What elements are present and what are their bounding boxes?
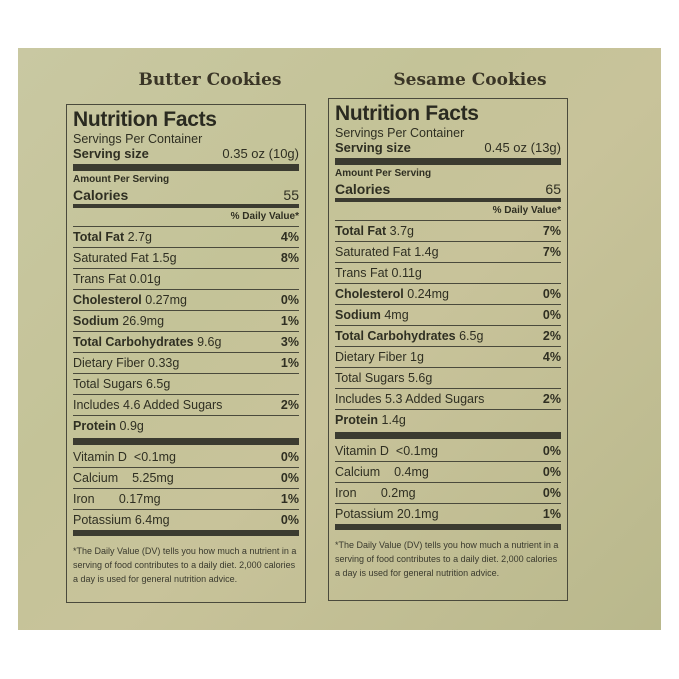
nutrient-row: Protein 0.9g	[73, 419, 144, 433]
nutrient-row: Total Fat 3.7g 7%	[335, 221, 561, 242]
vitamin-row: Calcium 0.4mg 0%	[335, 462, 561, 483]
calories-value: 65	[545, 181, 561, 197]
vitamin-row: Potassium 6.4mg 0%	[73, 513, 299, 527]
serving-size-value: 0.35 oz (10g)	[222, 146, 299, 161]
calories-row: Calories 65	[335, 180, 561, 198]
vitamin-row: Iron 0.2mg 0%	[335, 483, 561, 504]
packaging-panel: Butter Cookies Nutrition Facts Servings …	[18, 48, 661, 630]
vitamin-row: Calcium 5.25mg 0%	[73, 468, 299, 489]
thick-divider	[335, 158, 561, 165]
calories-label: Calories	[335, 181, 391, 197]
nutrient-row: Cholesterol 0.27mg 0%	[73, 290, 299, 311]
nutrient-row: Total Carbohydrates 9.6g 3%	[73, 332, 299, 353]
nutrition-facts-heading: Nutrition Facts	[73, 108, 217, 131]
servings-per-container: Servings Per Container	[73, 132, 203, 146]
thick-divider	[73, 164, 299, 171]
thick-divider	[73, 438, 299, 445]
vitamin-row: Potassium 20.1mg 1%	[335, 507, 561, 521]
nutrition-label-sesame: Nutrition Facts Servings Per Container S…	[328, 98, 568, 601]
serving-size-row: Serving size 0.35 oz (10g)	[73, 146, 299, 162]
vitamin-row: Vitamin D <0.1mg 0%	[335, 441, 561, 462]
nutrient-row: Total Fat 2.7g 4%	[73, 227, 299, 248]
nutrient-row: Includes 5.3 Added Sugars 2%	[335, 389, 561, 410]
nutrient-row: Dietary Fiber 1g 4%	[335, 347, 561, 368]
serving-size-value: 0.45 oz (13g)	[484, 140, 561, 155]
daily-value-footnote: *The Daily Value (DV) tells you how much…	[335, 540, 559, 578]
nutrient-row: Dietary Fiber 0.33g 1%	[73, 353, 299, 374]
serving-size-row: Serving size 0.45 oz (13g)	[335, 140, 561, 156]
nutrient-row: Trans Fat 0.01g	[73, 269, 299, 290]
nutrient-row: Sodium 4mg 0%	[335, 305, 561, 326]
medium-divider	[335, 524, 561, 530]
nutrient-row: Protein 1.4g	[335, 413, 406, 427]
nutrition-facts-heading: Nutrition Facts	[335, 102, 479, 125]
product-title-sesame: Sesame Cookies	[393, 70, 547, 90]
serving-size-label: Serving size	[73, 146, 149, 161]
nutrient-row: Total Sugars 6.5g	[73, 374, 299, 395]
daily-value-header: % Daily Value*	[335, 202, 561, 221]
nutrient-row: Saturated Fat 1.5g 8%	[73, 248, 299, 269]
nutrition-label-butter: Nutrition Facts Servings Per Container S…	[66, 104, 306, 603]
nutrient-row: Saturated Fat 1.4g 7%	[335, 242, 561, 263]
nutrient-row: Includes 4.6 Added Sugars 2%	[73, 395, 299, 416]
vitamin-row: Iron 0.17mg 1%	[73, 489, 299, 510]
daily-value-header: % Daily Value*	[73, 208, 299, 227]
nutrient-row: Sodium 26.9mg 1%	[73, 311, 299, 332]
vitamin-row: Vitamin D <0.1mg 0%	[73, 447, 299, 468]
nutrient-row: Cholesterol 0.24mg 0%	[335, 284, 561, 305]
nutrient-row: Trans Fat 0.11g	[335, 263, 561, 284]
medium-divider	[335, 198, 561, 202]
serving-size-label: Serving size	[335, 140, 411, 155]
daily-value-footnote: *The Daily Value (DV) tells you how much…	[73, 546, 297, 584]
nutrient-row: Total Sugars 5.6g	[335, 368, 561, 389]
calories-value: 55	[283, 187, 299, 203]
thick-divider	[335, 432, 561, 439]
nutrient-row: Total Carbohydrates 6.5g 2%	[335, 326, 561, 347]
medium-divider	[73, 204, 299, 208]
calories-row: Calories 55	[73, 186, 299, 204]
medium-divider	[73, 530, 299, 536]
servings-per-container: Servings Per Container	[335, 126, 465, 140]
amount-per-serving: Amount Per Serving	[335, 168, 432, 179]
amount-per-serving: Amount Per Serving	[73, 174, 170, 185]
calories-label: Calories	[73, 187, 129, 203]
product-title-butter: Butter Cookies	[138, 70, 282, 90]
